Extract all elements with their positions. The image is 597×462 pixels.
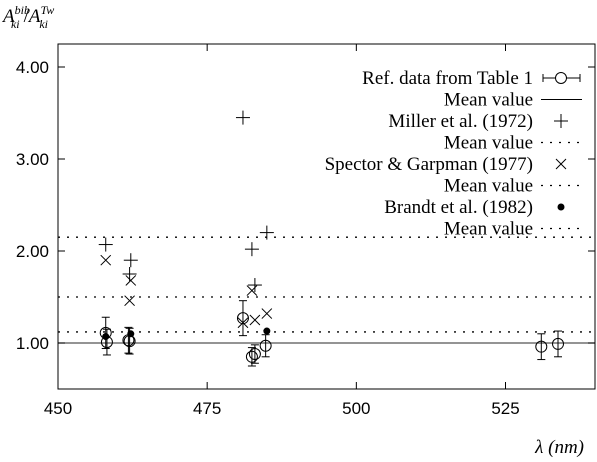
data-point — [125, 275, 137, 286]
y-axis-title: Abib ki/ATw ki — [1, 3, 54, 31]
legend-label: Mean value — [444, 176, 533, 197]
data-point — [98, 237, 113, 252]
x-tick-label: 500 — [342, 399, 370, 418]
dot-marker — [263, 327, 271, 335]
dot-marker — [557, 203, 565, 211]
x-tick-label: 475 — [193, 399, 221, 418]
cross-b — [237, 317, 249, 329]
y-tick-label: 2.00 — [16, 242, 49, 261]
legend-marker — [557, 203, 565, 211]
circle-marker — [248, 348, 261, 361]
circle-marker — [236, 312, 249, 325]
cross-b — [124, 295, 135, 307]
cross-b — [261, 308, 273, 319]
legend-circle — [555, 72, 567, 84]
cross-b — [555, 158, 567, 170]
data-point — [552, 330, 565, 358]
legend-label: Mean value — [444, 90, 533, 111]
legend-marker — [555, 158, 567, 170]
data-point — [261, 308, 273, 319]
legend-marker — [554, 114, 568, 128]
legend-label: Spector & Garpman (1977) — [325, 154, 533, 175]
data-point — [100, 254, 112, 266]
data-point — [123, 253, 138, 268]
data-point — [235, 110, 250, 125]
y-tick-label: 3.00 — [16, 150, 49, 169]
y-tick-label: 4.00 — [16, 58, 49, 77]
data-point — [124, 295, 135, 307]
data-point — [263, 327, 271, 335]
circle-marker — [535, 340, 548, 353]
x-tick-label: 525 — [491, 399, 519, 418]
data-point — [244, 242, 259, 257]
circle-marker — [245, 350, 258, 363]
cross-b — [125, 275, 137, 286]
data-point — [246, 285, 258, 296]
x-tick-label: 450 — [44, 399, 72, 418]
data-point — [535, 333, 548, 361]
data-point — [127, 330, 135, 338]
legend-label: Mean value — [444, 133, 533, 154]
circle-marker — [552, 337, 565, 350]
legend-label: Mean value — [444, 219, 533, 240]
data-point — [102, 333, 110, 341]
circle-marker — [259, 339, 272, 352]
cross-b — [246, 285, 258, 296]
dot-marker — [127, 330, 135, 338]
legend-label: Brandt et al. (1982) — [384, 197, 533, 218]
dot-marker — [102, 333, 110, 341]
data-point — [249, 314, 261, 326]
data-point — [237, 317, 249, 329]
cross-b — [100, 254, 112, 266]
data-point — [236, 300, 249, 337]
x-axis-title: λ (nm) — [534, 437, 584, 458]
legend-label: Ref. data from Table 1 — [362, 68, 533, 89]
cross-b — [249, 314, 261, 326]
data-point — [247, 278, 262, 293]
legend-marker — [542, 72, 581, 84]
legend-label: Miller et al. (1972) — [388, 111, 533, 132]
data-point — [248, 344, 261, 364]
y-tick-label: 1.00 — [16, 334, 49, 353]
data-point — [259, 334, 272, 358]
data-point — [259, 225, 274, 240]
plot-frame — [57, 43, 596, 390]
